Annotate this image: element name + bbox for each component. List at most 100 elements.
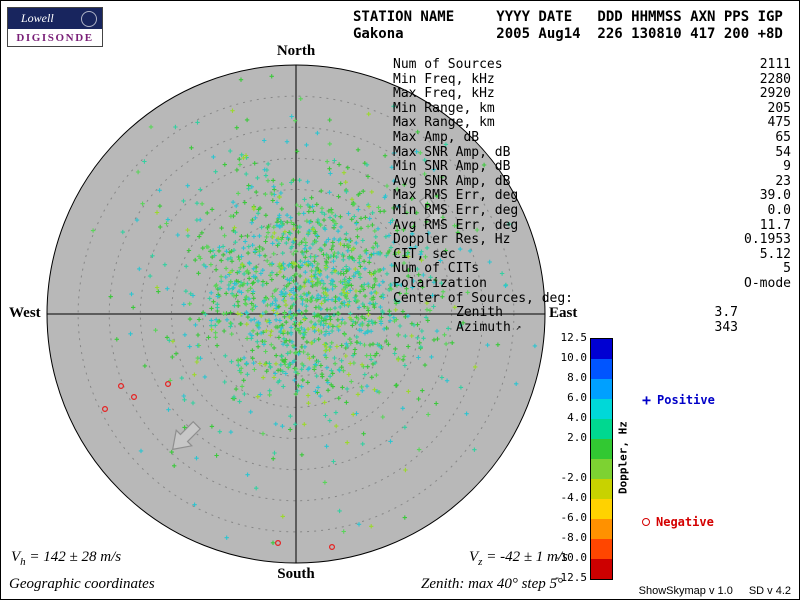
- stat-value: 205: [767, 100, 791, 116]
- stat-value: 39.0: [759, 188, 791, 204]
- colorbar-tick-label: -8.0: [560, 530, 588, 544]
- header-station-values: Gakona 2005 Aug14 226 130810 417 200 +8D: [353, 26, 783, 42]
- colorbar: [590, 338, 613, 580]
- colorbar-segment: [591, 419, 612, 439]
- colorbar-ticks: 12.5 10.0 8.0 6.0 4.0 2.0 -2.0 -4.0 -6.0 -8.0 -10.…: [539, 331, 588, 584]
- colorbar-tick-label: -12.5: [553, 571, 587, 584]
- vh-symbol: V: [11, 549, 21, 565]
- stat-label: Num of Sources: [393, 57, 503, 72]
- legend-negative-label: Negative: [656, 515, 714, 529]
- compass-label-west: West: [9, 305, 41, 321]
- legend-positive-label: Positive: [657, 393, 715, 407]
- plus-marker-icon: +: [642, 391, 652, 409]
- stat-row: Max RMS Err, deg 39.0: [393, 189, 791, 204]
- drift-arrow-southwest: [171, 420, 202, 451]
- negative-source-marker: [117, 383, 124, 390]
- colorbar-tick-label: 6.0: [567, 391, 587, 404]
- stat-row: Max Freq, kHz 2920: [393, 87, 791, 102]
- stat-value: 11.7: [759, 217, 791, 233]
- stat-value: 2280: [759, 71, 791, 87]
- stat-value: 65: [775, 129, 791, 145]
- horizontal-velocity-readout: Vh = 142 ± 28 m/s: [11, 549, 121, 568]
- colorbar-tick-label: 4.0: [567, 410, 587, 424]
- colorbar-tick-label: 10.0: [560, 350, 588, 364]
- stat-row: Max SNR Amp, dB 54: [393, 144, 791, 161]
- stat-value: 2920: [759, 86, 791, 102]
- stat-label: Max Range, km: [393, 115, 495, 131]
- stat-label: Avg SNR Amp, dB: [393, 173, 511, 189]
- logo-top-band: Lowell: [8, 8, 102, 29]
- stat-row: Doppler Res, Hz 0.1953: [393, 233, 791, 248]
- stat-row: Min Range, km 205: [393, 100, 791, 117]
- vz-symbol: V: [469, 549, 479, 565]
- logo-digisonde-text: DIGISONDE: [8, 29, 102, 46]
- colorbar-tick-label: -4.0: [560, 491, 588, 504]
- skymap-svg: [46, 64, 546, 564]
- colorbar-segment: [591, 379, 612, 399]
- stat-label: Max Freq, kHz: [393, 86, 495, 102]
- stat-row: Num of CITs 5: [393, 262, 791, 277]
- stat-row: Num of Sources 2111: [393, 57, 791, 73]
- negative-source-marker: [164, 381, 171, 388]
- sd-version: SD v 4.2: [748, 585, 791, 597]
- stat-value: 5: [783, 261, 791, 277]
- stat-value: 54: [775, 144, 791, 160]
- colorbar-segment: [591, 339, 612, 359]
- stat-value: 3.7: [714, 305, 738, 321]
- negative-source-marker: [130, 394, 137, 401]
- stat-row: Min RMS Err, deg 0.0: [393, 202, 791, 219]
- stat-label: CIT, sec: [393, 246, 456, 262]
- stat-label: Min Freq, kHz: [393, 71, 495, 87]
- stat-value: 2111: [759, 57, 791, 72]
- stat-row: Max Amp, dB 65: [393, 129, 791, 146]
- stat-value: 5.12: [759, 246, 791, 262]
- compass-label-north: North: [276, 43, 316, 59]
- vz-value: = -42 ± 1 m/s: [482, 549, 568, 565]
- stat-label: Center of Sources, deg:: [393, 290, 574, 306]
- colorbar-segment: [591, 519, 612, 539]
- stat-row: Center of Sources, deg:: [393, 290, 791, 307]
- negative-source-marker: [275, 540, 282, 547]
- stat-label: Doppler Res, Hz: [393, 232, 511, 248]
- colorbar-segment: [591, 459, 612, 479]
- globe-icon: [81, 11, 97, 27]
- header-column-titles: STATION NAME YYYY DATE DDD HHMMSS AXN PP…: [353, 9, 783, 25]
- azimuth-direction-icon: ↗: [515, 322, 522, 333]
- stat-row: Avg RMS Err, deg 11.7: [393, 217, 791, 234]
- coordinate-system-note: Geographic coordinates: [9, 576, 155, 592]
- positive-source-markers: [90, 96, 480, 534]
- stat-label: Max SNR Amp, dB: [393, 144, 511, 160]
- stat-value: 0.0: [767, 202, 791, 218]
- positive-source-markers: [128, 114, 538, 540]
- compass-label-south: South: [277, 566, 315, 582]
- colorbar-tick-label: -10.0: [553, 551, 587, 564]
- colorbar-tick-label: 12.5: [560, 331, 588, 344]
- stat-value: 23: [775, 173, 791, 189]
- stat-value: 343: [714, 319, 738, 335]
- stat-value: 9: [783, 159, 791, 175]
- positive-source-markers: [154, 108, 478, 529]
- vertical-velocity-readout: Vz = -42 ± 1 m/s: [469, 549, 568, 568]
- compass-label-east: East: [549, 305, 578, 321]
- circle-marker-icon: [642, 518, 650, 526]
- vz-subscript: z: [478, 556, 483, 568]
- stat-label: Max RMS Err, deg: [393, 188, 519, 204]
- stat-row: Azimuth ↗ 343: [393, 319, 791, 336]
- colorbar-segment: [591, 499, 612, 519]
- stat-label: Polarization: [393, 275, 487, 291]
- negative-source-marker: [329, 544, 336, 551]
- colorbar-tick-label: -6.0: [560, 511, 588, 524]
- colorbar-tick-label: 2.0: [567, 431, 587, 444]
- colorbar-segment: [591, 439, 612, 459]
- stat-value: 0.1953: [744, 232, 791, 248]
- lowell-digisonde-logo: Lowell DIGISONDE: [7, 7, 103, 47]
- zenith-range-note: Zenith: max 40° step 5°: [421, 576, 563, 592]
- stat-label: Azimuth ↗: [456, 319, 522, 335]
- colorbar-segment: [591, 479, 612, 499]
- stats-panel: Num of Sources 2111 Min Freq, kHz 2280 Max F…: [393, 57, 791, 336]
- colorbar-segment: [591, 559, 612, 579]
- vh-subscript: h: [20, 556, 26, 568]
- stat-row: CIT, sec 5.12: [393, 246, 791, 263]
- colorbar-segment: [591, 359, 612, 379]
